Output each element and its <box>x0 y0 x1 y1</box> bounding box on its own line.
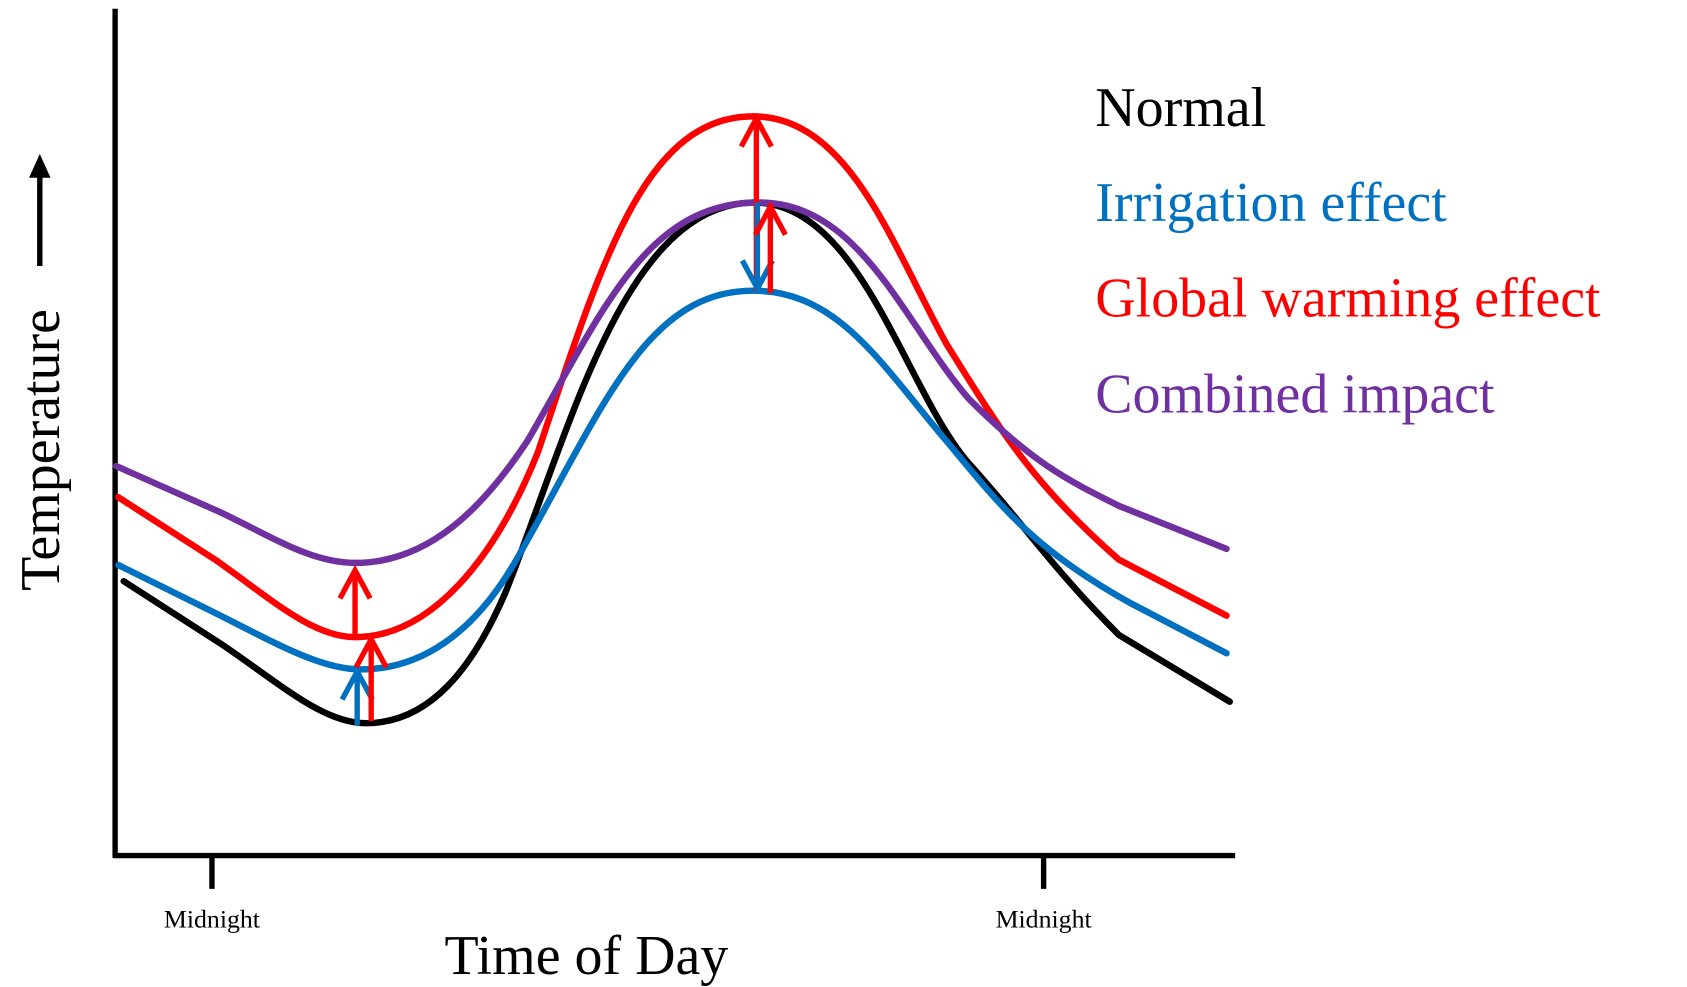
arrow <box>337 564 373 638</box>
legend-label: Normal <box>1095 77 1266 139</box>
x-tick-label: Midnight <box>164 905 261 934</box>
y-axis-label: Temperature <box>10 309 72 591</box>
x-axis-label: Time of Day <box>444 925 728 987</box>
normal-curve <box>120 199 1233 727</box>
irrigation-curve <box>115 287 1230 673</box>
legend-label: Irrigation effect <box>1095 172 1447 234</box>
legend-label: Combined impact <box>1095 363 1495 425</box>
arrow <box>339 665 375 726</box>
arrow <box>353 633 389 722</box>
x-tick-label: Midnight <box>996 905 1093 934</box>
legend-label: Global warming effect <box>1095 268 1601 330</box>
combined-curve <box>112 199 1230 567</box>
y-axis-arrow <box>29 154 51 266</box>
arrow <box>752 201 788 293</box>
arrow <box>739 202 775 295</box>
